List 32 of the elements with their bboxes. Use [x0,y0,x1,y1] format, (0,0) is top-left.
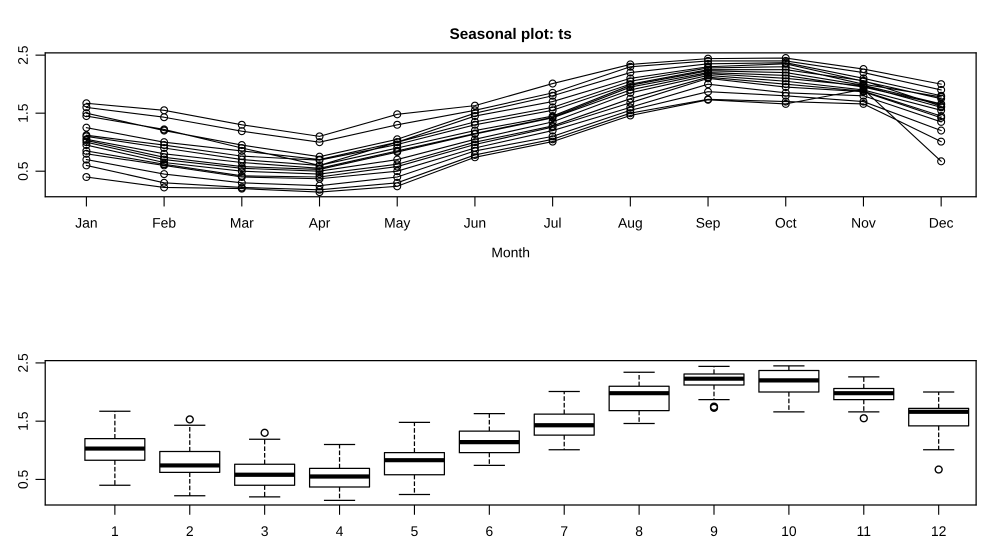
x-tick-label: 6 [486,526,493,536]
x-tick-label: 1 [112,526,118,536]
x-tick-label: Jul [544,218,561,228]
x-tick-label: Jun [464,218,486,228]
x-tick-label: 11 [858,526,870,536]
x-tick-label: Apr [308,218,330,231]
x-tick-label: Nov [852,218,876,228]
x-tick-label: 7 [561,526,568,536]
x-tick-label: 8 [636,526,642,536]
y-tick-label: 0.5 [18,162,28,180]
x-tick-label: 5 [411,526,418,536]
x-tick-label: Dec [930,218,954,228]
x-tick-label: 10 [782,526,796,536]
x-tick-label: Aug [618,218,642,231]
y-tick-label: 0.5 [18,470,28,489]
y-tick-label: 2.5 [18,354,28,372]
y-tick-label: 1.5 [18,104,28,122]
y-tick-label: 2.5 [18,46,28,64]
x-tick-label: 9 [710,526,718,536]
x-tick-label: 4 [336,526,343,536]
x-tick-label: 3 [261,526,268,536]
chart-title: Seasonal plot: ts [450,28,572,42]
x-tick-label: Sep [696,218,720,231]
x-tick-label: May [385,218,410,231]
x-tick-label: Feb [153,218,176,228]
y-tick-label: 1.5 [18,412,28,430]
x-tick-label: Jan [75,218,97,228]
x-axis-title: Month [492,247,530,258]
x-tick-label: 12 [932,526,946,536]
x-tick-label: Oct [776,218,796,228]
x-tick-label: Mar [230,218,254,228]
x-tick-label: 2 [186,526,193,536]
